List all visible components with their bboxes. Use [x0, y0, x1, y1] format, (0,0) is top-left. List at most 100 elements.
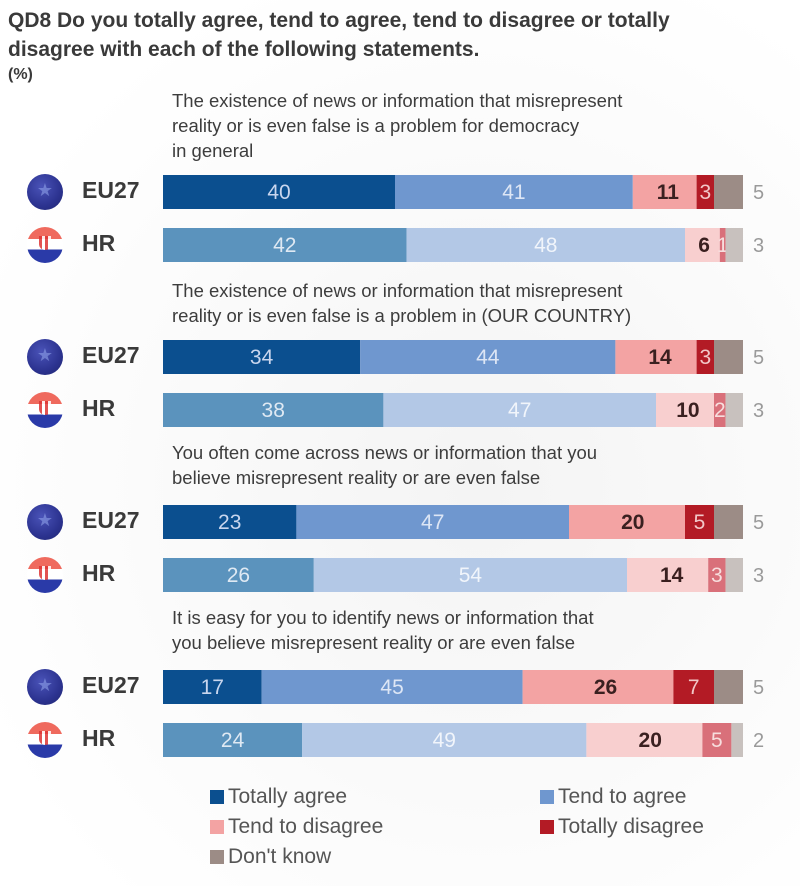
data-label: 5: [753, 182, 764, 204]
statement-line: It is easy for you to identify news or i…: [172, 607, 594, 628]
bar-segment-totally-disagree: [708, 558, 726, 592]
legend-swatch: [210, 820, 224, 834]
row-label: EU27: [82, 342, 140, 368]
statement-line: you believe misrepresent reality or are …: [172, 632, 576, 653]
legend-item-dont-know: Don't know: [210, 845, 331, 869]
statement-text: It is easy for you to identify news or i…: [172, 605, 762, 655]
bar-segment-totally-agree: [163, 723, 303, 757]
croatia-flag-icon: [27, 557, 63, 593]
eu-flag-icon: [27, 339, 63, 375]
data-label: 20: [639, 729, 662, 752]
data-label: 44: [476, 346, 500, 369]
legend-item-tend-to-disagree: Tend to disagree: [210, 815, 383, 839]
legend-item-totally-agree: Totally agree: [210, 785, 347, 809]
data-label: 3: [753, 400, 764, 422]
bar-segment-dont-know: [725, 558, 743, 592]
data-label: 3: [753, 235, 764, 257]
bar-segment-tend-to-agree: [261, 670, 523, 704]
bar-segment-totally-agree: [163, 175, 395, 209]
data-label: 20: [621, 511, 644, 534]
data-label: 3: [753, 565, 764, 587]
bar-segment-tend-to-disagree: [632, 175, 697, 209]
row-label: EU27: [82, 507, 140, 533]
data-label: 5: [753, 677, 764, 699]
row-label: EU27: [82, 177, 140, 203]
data-label: 14: [660, 564, 684, 587]
data-label: 7: [688, 676, 700, 699]
data-label: 47: [508, 399, 531, 422]
data-label: 23: [218, 511, 241, 534]
bar-segment-dont-know: [714, 505, 743, 539]
bar-segment-tend-to-disagree: [627, 558, 709, 592]
data-label: 11: [657, 181, 680, 204]
data-label: 26: [227, 564, 250, 587]
bar-segment-tend-to-disagree: [586, 723, 703, 757]
bar-segment-totally-agree: [163, 393, 384, 427]
row-label: HR: [82, 230, 116, 256]
data-label: 5: [694, 511, 706, 534]
unit-label: (%): [8, 66, 33, 83]
data-label: 5: [753, 347, 764, 369]
data-label: 38: [262, 399, 285, 422]
row-label: EU27: [82, 672, 140, 698]
bar-segment-dont-know: [714, 670, 743, 704]
bar-segment-dont-know: [725, 228, 743, 262]
legend-label: Tend to agree: [558, 785, 687, 808]
row-label: HR: [82, 395, 116, 421]
bar-segment-totally-disagree: [714, 393, 726, 427]
data-label: 2: [714, 399, 726, 422]
bar-segment-tend-to-agree: [395, 175, 633, 209]
bar-segment-dont-know: [731, 723, 743, 757]
legend-swatch: [540, 790, 554, 804]
legend-label: Tend to disagree: [228, 815, 384, 838]
bar-segment-tend-to-agree: [406, 228, 685, 262]
bar-segment-totally-agree: [163, 505, 297, 539]
statement-line: in general: [172, 140, 254, 161]
legend-swatch: [210, 790, 224, 804]
bar-segment-tend-to-agree: [383, 393, 656, 427]
bar-segment-totally-disagree: [673, 670, 714, 704]
bar-segment-tend-to-agree: [302, 723, 587, 757]
legend-item-tend-to-agree: Tend to agree: [540, 785, 686, 809]
statement-text: The existence of news or information tha…: [172, 88, 762, 163]
bar-segment-tend-to-agree: [296, 505, 569, 539]
statement-line: believe misrepresent reality or are even…: [172, 467, 541, 488]
data-label: 40: [267, 181, 290, 204]
data-label: 10: [676, 399, 699, 422]
statement-line: The existence of news or information tha…: [172, 280, 623, 301]
data-label: 26: [594, 676, 617, 699]
chart-title: QD8 Do you totally agree, tend to agree,…: [8, 9, 670, 61]
bar-segment-tend-to-disagree: [569, 505, 685, 539]
statement-line: You often come across news or informatio…: [172, 442, 598, 463]
data-label: 3: [699, 181, 711, 204]
data-label: 6: [698, 234, 710, 257]
data-label: 42: [273, 234, 296, 257]
data-label: 17: [201, 676, 224, 699]
legend-swatch: [540, 820, 554, 834]
bar-segment-totally-agree: [163, 558, 314, 592]
legend-item-totally-disagree: Totally disagree: [540, 815, 704, 839]
legend-swatch: [210, 850, 224, 864]
data-label: 54: [459, 564, 483, 587]
bar-segment-tend-to-disagree: [656, 393, 714, 427]
bar-segment-totally-agree: [163, 340, 361, 374]
legend-label: Totally disagree: [558, 815, 704, 838]
data-label: 3: [699, 346, 711, 369]
legend-label: Totally agree: [228, 785, 348, 808]
data-label: 14: [648, 346, 672, 369]
row-label: HR: [82, 560, 116, 586]
statement-text: The existence of news or information tha…: [172, 278, 762, 328]
eu-flag-icon: [27, 504, 63, 540]
eu-flag-icon: [27, 669, 63, 705]
bar-segment-dont-know: [725, 393, 743, 427]
croatia-flag-icon: [27, 722, 63, 758]
statement-line: The existence of news or information tha…: [172, 90, 623, 111]
bar-segment-totally-disagree: [685, 505, 714, 539]
data-label: 34: [250, 346, 274, 369]
bar-segment-dont-know: [714, 175, 743, 209]
data-label: 48: [534, 234, 557, 257]
bar-segment-tend-to-disagree: [522, 670, 674, 704]
bar-segment-dont-know: [714, 340, 743, 374]
bar-segment-tend-to-disagree: [615, 340, 697, 374]
data-label: 49: [433, 729, 456, 752]
